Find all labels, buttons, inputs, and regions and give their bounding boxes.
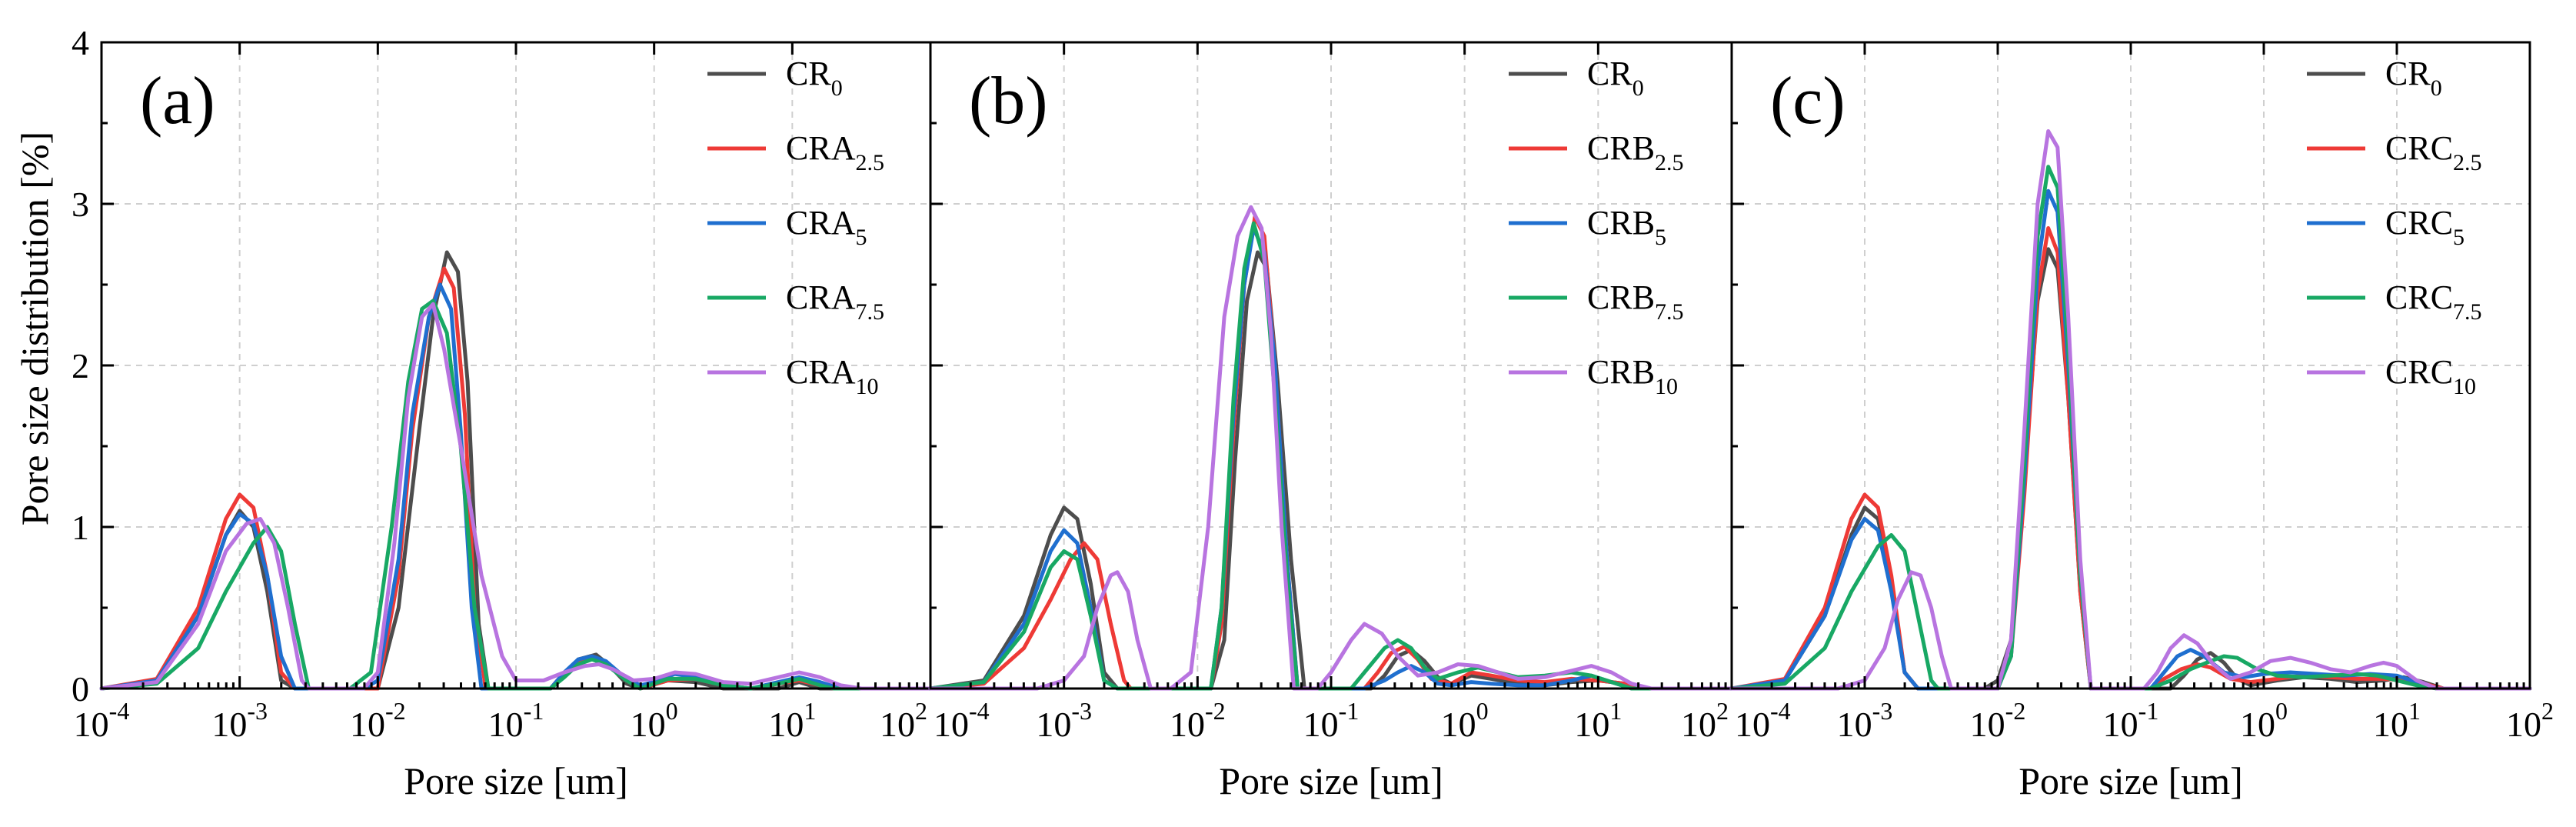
legend-label: CRC2.5 <box>2385 129 2482 175</box>
x-tick-label: 10-1 <box>2103 697 2159 744</box>
legend-label: CR0 <box>2385 55 2442 101</box>
x-tick-label: 10-1 <box>1303 697 1360 744</box>
y-tick-label: 1 <box>72 508 89 547</box>
legend-label: CR0 <box>786 55 843 101</box>
legend-label: CRB5 <box>1587 204 1666 250</box>
legend-label: CRA10 <box>786 353 878 399</box>
legend-label: CRA7.5 <box>786 278 884 325</box>
legend-label: CR0 <box>1587 55 1644 101</box>
x-tick-label: 10-4 <box>934 697 990 744</box>
panel-label: (a) <box>140 64 215 138</box>
x-tick-label: 101 <box>1574 697 1622 744</box>
legend-label: CRC7.5 <box>2385 278 2482 325</box>
legend-label: CRA2.5 <box>786 129 884 175</box>
panel-label: (b) <box>969 64 1048 138</box>
x-tick-label: 100 <box>2240 697 2288 744</box>
x-axis-label: Pore size [um] <box>404 759 628 802</box>
x-axis-label: Pore size [um] <box>2019 759 2243 802</box>
legend-label: CRB7.5 <box>1587 278 1684 325</box>
x-tick-label: 10-2 <box>1970 697 2026 744</box>
legend-label: CRB10 <box>1587 353 1678 399</box>
y-axis-label: Pore size distribution [%] <box>13 132 56 525</box>
x-tick-label: 10-2 <box>350 697 406 744</box>
x-tick-label: 102 <box>1681 697 1729 744</box>
x-tick-label: 10-4 <box>1735 697 1791 744</box>
panel-a: 10-4 10-3 10-2 10-1 100 101 102 0 1 2 3 4 Pore size … <box>72 23 933 802</box>
series-line-cra10 <box>99 302 933 691</box>
x-tick-label: 102 <box>880 697 927 744</box>
y-tick-label: 4 <box>72 23 89 62</box>
x-tick-label: 101 <box>768 697 816 744</box>
x-tick-label: 10-3 <box>211 697 268 744</box>
y-tick-label: 2 <box>72 346 89 385</box>
y-tick-label: 0 <box>72 669 89 709</box>
x-tick-label: 10-3 <box>1036 697 1092 744</box>
panel-label: (c) <box>1770 64 1845 138</box>
x-tick-label: 10-1 <box>488 697 544 744</box>
x-axis-label: Pore size [um] <box>1219 759 1443 802</box>
legend-label: CRB2.5 <box>1587 129 1684 175</box>
x-tick-label: 10-2 <box>1170 697 1226 744</box>
legend-label: CRC5 <box>2385 204 2465 250</box>
x-tick-label: 101 <box>2373 697 2421 744</box>
series-line-cra7-5 <box>99 298 933 691</box>
x-tick-label: 10-3 <box>1837 697 1893 744</box>
x-tick-label: 100 <box>631 697 678 744</box>
panel-b: 10-4 10-3 10-2 10-1 100 101 102 Pore size [um] (… <box>928 41 1734 802</box>
legend-label: CRC10 <box>2385 353 2476 399</box>
x-tick-label: 102 <box>2506 697 2554 744</box>
panel-c: 10-4 10-3 10-2 10-1 100 101 102 Pore size [um] (… <box>1729 41 2554 802</box>
x-tick-label: 100 <box>1441 697 1489 744</box>
y-tick-label: 3 <box>72 185 89 224</box>
legend-label: CRA5 <box>786 204 867 250</box>
x-tick-label: 10-4 <box>74 697 130 744</box>
